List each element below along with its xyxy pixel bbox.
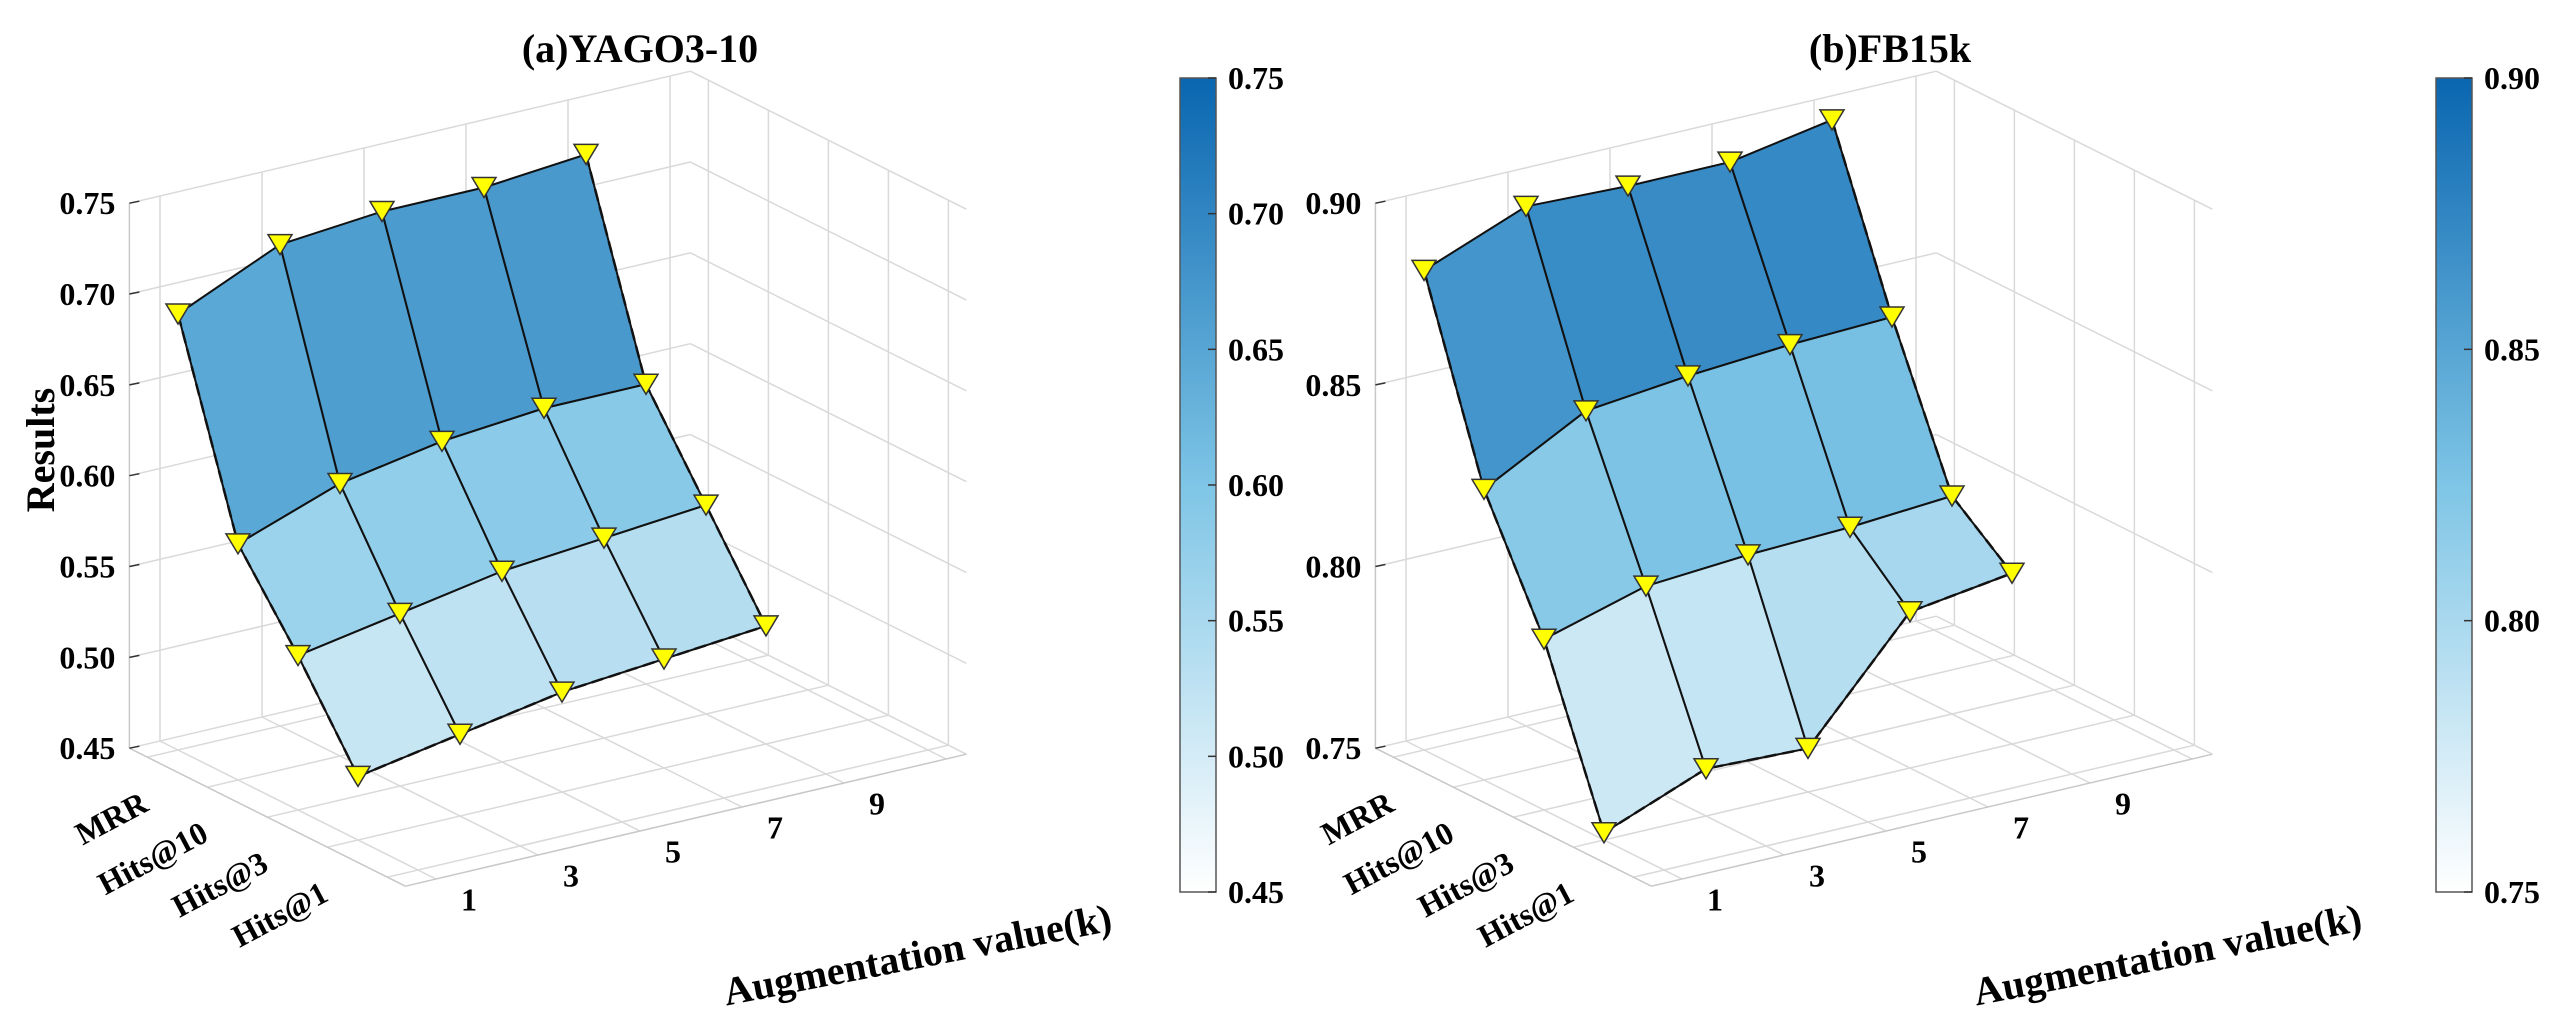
chart-panel-fb15k: 0.75 0.80 0.85 0.90 1 3 5 7 9 MRRHits@10Hits@3H… [1305, 26, 2540, 1014]
data-point-marker [1632, 575, 1660, 598]
chart-panel-yago3-10: 0.45 0.50 0.55 0.60 0.65 0.70 0.75 1 3 5 7 9 MRRHi… [18, 26, 1284, 1014]
x-axis-label-b: Augmentation value(k) [1970, 895, 2366, 1014]
x-tick-label: 3 [1809, 858, 1825, 894]
surface-a [176, 153, 768, 778]
z-tick-label: 0.45 [59, 730, 115, 766]
z-tick-label: 0.65 [59, 367, 115, 403]
x-tick-label: 1 [461, 882, 477, 918]
data-point-marker [1896, 601, 1924, 624]
data-point-marker [1776, 333, 1804, 357]
colorbar-tick-label: 0.75 [2484, 874, 2540, 910]
x-tick-label: 9 [2115, 786, 2131, 822]
z-axis-label: Results [18, 388, 63, 512]
colorbar-tick-label: 0.85 [2484, 331, 2540, 367]
z-tick-label: 0.80 [1305, 549, 1361, 585]
surface-edge-left [1422, 270, 1606, 834]
colorbar-tick-label: 0.75 [1228, 60, 1284, 96]
data-point-marker [572, 143, 600, 166]
data-point-marker [326, 472, 354, 495]
z-tick-label: 0.85 [1305, 367, 1361, 403]
data-point-marker [1674, 365, 1702, 388]
z-tick-label: 0.70 [59, 276, 115, 312]
data-point-marker [1836, 516, 1864, 539]
z-tick-label: 0.75 [59, 185, 115, 221]
surface-b [1422, 118, 2014, 835]
z-tick-label: 0.90 [1305, 185, 1361, 221]
data-point-marker [1530, 628, 1558, 651]
z-tick-label: 0.50 [59, 639, 115, 675]
colorbar-b: 0.75 0.80 0.85 0.90 [2435, 60, 2540, 910]
data-point-marker [344, 765, 372, 788]
data-point-marker [1614, 175, 1642, 198]
data-point-marker [1716, 151, 1744, 174]
data-markers-b [1410, 109, 2026, 845]
x-tick-label: 5 [665, 834, 681, 870]
surface-edge-left [176, 313, 360, 777]
data-point-marker [1878, 306, 1906, 329]
colorbar-tick-label: 0.65 [1228, 331, 1284, 367]
data-point-marker [1938, 485, 1966, 508]
x-tick-label: 5 [1911, 834, 1927, 870]
data-point-marker [590, 527, 618, 550]
x-ticks-b: 1 3 5 7 9 [1707, 786, 2131, 918]
z-ticks-a: 0.45 0.50 0.55 0.60 0.65 0.70 0.75 [59, 185, 140, 766]
data-point-marker [164, 303, 192, 326]
surface-edge-right [584, 154, 768, 627]
metric-tick-label: MRR [69, 784, 154, 852]
data-point-marker [470, 176, 498, 199]
colorbar-a: 0.45 0.50 0.55 0.60 0.65 0.70 0.75 [1179, 60, 1284, 910]
data-point-marker [266, 233, 294, 257]
data-point-marker [488, 560, 516, 583]
data-point-marker [224, 533, 252, 556]
data-point-marker [1410, 259, 1438, 282]
z-tick-label: 0.60 [59, 458, 115, 494]
surface-edge-right [1830, 119, 2013, 575]
z-tick-label: 0.75 [1305, 730, 1361, 766]
data-point-marker [1512, 195, 1540, 218]
z-tick-label: 0.55 [59, 549, 115, 585]
x-tick-label: 3 [563, 858, 579, 894]
chart-title-b: (b)FB15k [1809, 26, 1972, 71]
colorbar-scale-b [2435, 77, 2473, 893]
colorbar-tick-label: 0.50 [1228, 738, 1284, 774]
chart-title-a: (a)YAGO3-10 [522, 26, 758, 71]
data-point-marker [548, 681, 576, 704]
metric-tick-label: MRR [1315, 784, 1400, 852]
colorbar-tick-label: 0.70 [1228, 196, 1284, 232]
colorbar-tick-label: 0.55 [1228, 603, 1284, 639]
data-point-marker [1590, 821, 1618, 845]
colorbar-tick-label: 0.80 [2484, 603, 2540, 639]
x-tick-label: 9 [869, 786, 885, 822]
data-point-marker [1734, 544, 1762, 567]
data-point-marker [632, 373, 660, 396]
data-point-marker [284, 644, 312, 668]
x-ticks-a: 1 3 5 7 9 [461, 786, 885, 918]
data-point-marker [692, 494, 720, 517]
data-point-marker [1470, 478, 1498, 501]
x-axis-label-a: Augmentation value(k) [720, 895, 1116, 1014]
data-point-marker [1692, 758, 1720, 781]
data-point-marker [386, 602, 414, 625]
x-tick-label: 7 [2013, 810, 2029, 846]
colorbar-tick-label: 0.45 [1228, 874, 1284, 910]
x-tick-label: 7 [767, 810, 783, 846]
data-point-marker [446, 723, 474, 746]
z-ticks-b: 0.75 0.80 0.85 0.90 [1305, 185, 1386, 766]
data-point-marker [530, 397, 558, 420]
data-point-marker [1572, 400, 1600, 423]
data-point-marker [1818, 109, 1846, 132]
colorbar-tick-label: 0.90 [2484, 60, 2540, 96]
data-point-marker [752, 615, 780, 638]
colorbar-tick-label: 0.60 [1228, 467, 1284, 503]
data-point-marker [368, 200, 396, 223]
data-markers-a [164, 143, 780, 788]
data-point-marker [650, 648, 678, 671]
data-point-marker [428, 430, 456, 453]
data-point-marker [1794, 737, 1822, 760]
data-point-marker [1998, 562, 2026, 585]
x-tick-label: 1 [1707, 882, 1723, 918]
